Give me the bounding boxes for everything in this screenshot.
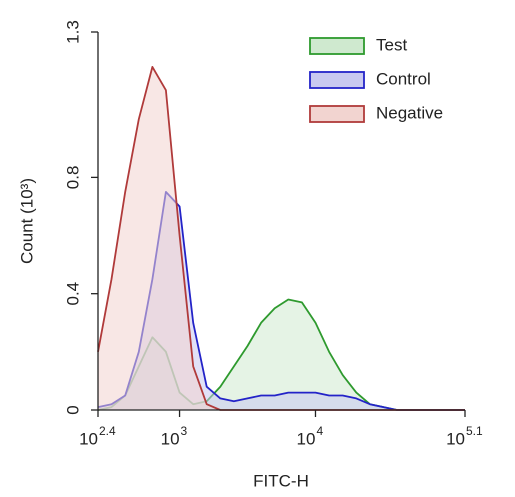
- x-tick-exponent: 2.4: [99, 424, 116, 438]
- x-tick-exponent: 4: [316, 424, 323, 438]
- legend-label: Test: [376, 35, 407, 54]
- series-area: [98, 299, 465, 410]
- x-axis-label: FITC-H: [253, 471, 309, 490]
- y-tick-label: 0.4: [63, 282, 82, 306]
- x-tick-label: 10: [161, 429, 180, 448]
- legend-label: Negative: [376, 103, 443, 122]
- legend-label: Control: [376, 69, 431, 88]
- x-tick-exponent: 3: [181, 424, 188, 438]
- legend-swatch: [309, 71, 365, 89]
- series-area: [98, 66, 465, 411]
- legend-swatch: [309, 37, 365, 55]
- x-tick-label: 10: [79, 429, 98, 448]
- legend-swatch: [309, 105, 365, 123]
- x-tick-exponent: 5.1: [466, 424, 483, 438]
- x-tick-label: 10: [297, 429, 316, 448]
- y-tick-label: 0: [63, 405, 82, 414]
- x-tick-label: 10: [446, 429, 465, 448]
- y-tick-label: 0.8: [63, 166, 82, 190]
- y-axis-label: Count (10³): [17, 178, 36, 264]
- y-tick-label: 1.3: [63, 20, 82, 44]
